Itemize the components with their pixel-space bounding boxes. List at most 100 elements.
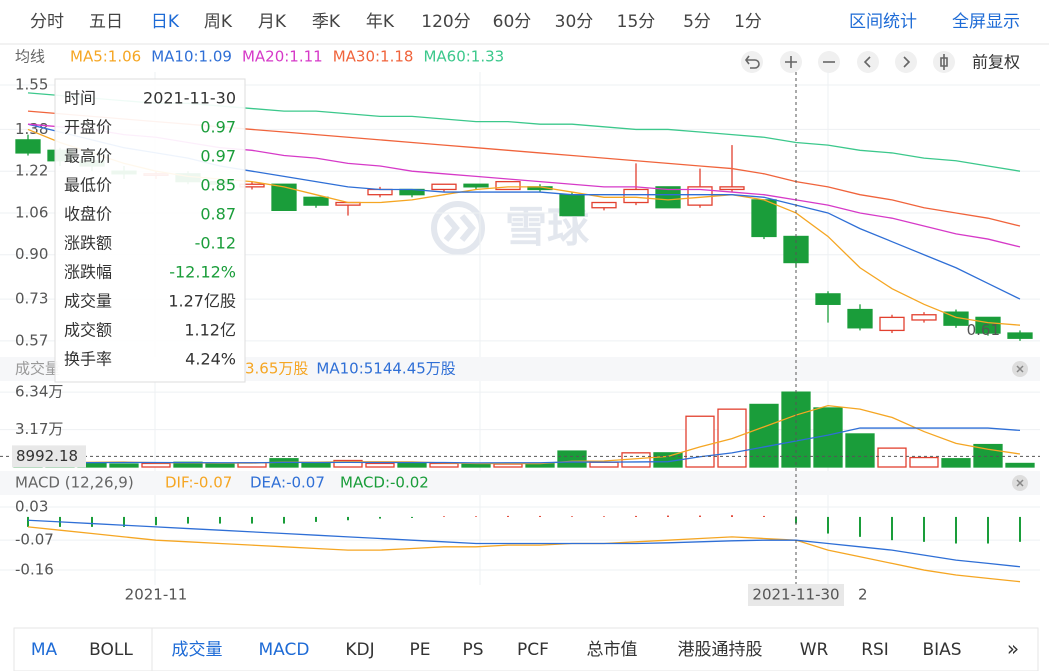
prev-icon [863, 56, 871, 68]
macd-legend: MACD:-0.02 [340, 474, 429, 492]
watermark-mark [443, 214, 476, 242]
tooltip-label: 成交额 [64, 321, 112, 340]
ma-legend: MA60:1.33 [423, 48, 504, 66]
period-tab[interactable]: 年K [366, 12, 395, 32]
indicator-tab[interactable]: BIAS [922, 640, 961, 660]
candle-body [463, 183, 489, 188]
tooltip-value: 0.87 [200, 205, 236, 224]
period-tab[interactable]: 15分 [617, 12, 656, 32]
y-tick-label: 6.34万 [15, 383, 63, 401]
candle-body [591, 201, 617, 209]
indicator-tab[interactable]: MACD [259, 640, 310, 660]
tooltip-label: 换手率 [64, 350, 112, 369]
x-tick-label: 2021-11 [125, 586, 188, 604]
indicator-tab[interactable]: PE [410, 640, 431, 660]
y-tick-label: 1.38 [15, 120, 48, 138]
tooltip-value: 0.85 [200, 176, 236, 195]
prev-button[interactable] [857, 51, 879, 73]
indicator-tab[interactable]: RSI [861, 640, 889, 660]
indicator-bar [13, 627, 1039, 671]
candle-body [879, 316, 905, 332]
volume-bar [333, 459, 363, 468]
period-tab[interactable]: 分时 [30, 12, 64, 32]
period-tab[interactable]: 日K [151, 12, 180, 32]
period-tab[interactable]: 五日 [89, 12, 123, 32]
candle-body [847, 308, 873, 329]
crosshair-y-box [12, 445, 86, 468]
top-link[interactable]: 区间统计 [849, 12, 917, 32]
zoom-in-icon [785, 56, 797, 68]
tooltip [54, 78, 246, 383]
period-tab[interactable]: 月K [258, 12, 287, 32]
close-icon [1016, 365, 1024, 373]
indicator-tab[interactable]: MA [31, 640, 58, 660]
indicator-tab[interactable]: KDJ [345, 640, 374, 660]
indicator-tab[interactable]: 港股通持股 [678, 640, 763, 660]
macd-line [27, 519, 1021, 568]
indicator-tab[interactable]: WR [800, 640, 829, 660]
volume-bar [109, 463, 139, 468]
tooltip-label: 收盘价 [64, 205, 112, 224]
indicator-tab[interactable]: 成交量 [172, 640, 223, 660]
candle-body [15, 139, 41, 154]
tooltip-label: 开盘价 [64, 118, 112, 137]
y-tick-label: 0.90 [15, 245, 48, 263]
tooltip-value: 4.24% [185, 350, 236, 369]
next-icon [903, 56, 911, 68]
crosshair-x-box [748, 584, 844, 606]
indicator-tab[interactable]: PCF [517, 640, 549, 660]
watermark-circle [431, 201, 485, 255]
volume-ma-line [27, 427, 1021, 464]
volume-bar [205, 462, 235, 468]
tooltip-label: 最高价 [64, 147, 112, 166]
y-tick-label: 1.06 [15, 203, 48, 221]
adjust-label[interactable]: 前复权 [972, 53, 1020, 72]
period-tab[interactable]: 120分 [421, 12, 470, 32]
indicator-tab[interactable]: BOLL [89, 640, 133, 660]
x-tick-label: 2 [858, 586, 868, 604]
ma-label: 均线 [15, 48, 45, 66]
tooltip-value: 0.97 [200, 118, 236, 137]
candle-body [1007, 332, 1033, 339]
indicator-more[interactable]: » [1007, 637, 1019, 661]
indicator-tab[interactable]: PS [462, 640, 483, 660]
tooltip-label: 涨跌幅 [64, 263, 112, 282]
period-tab[interactable]: 季K [312, 12, 341, 32]
volume-bar [877, 447, 907, 468]
last-price: 0.61 [967, 321, 1000, 339]
volume-bar [397, 462, 427, 468]
y-tick-label: -0.16 [15, 561, 54, 579]
next-button[interactable] [895, 51, 917, 73]
period-tab[interactable]: 5分 [683, 12, 711, 32]
tooltip-value: 0.97 [200, 147, 236, 166]
period-tab[interactable]: 1分 [734, 12, 762, 32]
tooltip-label: 成交量 [64, 292, 112, 311]
tooltip-label: 最低价 [64, 176, 112, 195]
volume-bar [557, 450, 587, 468]
y-tick-label: 0.57 [15, 331, 48, 349]
volume-bar [909, 456, 939, 468]
candle-icon [940, 54, 948, 70]
volume-bar [749, 403, 779, 468]
volume-legend: MA10:5144.45万股 [316, 360, 455, 378]
toolbar-icons[interactable] [741, 51, 955, 73]
period-tab[interactable]: 30分 [555, 12, 594, 32]
ma-legend: MA10:1.09 [151, 48, 232, 66]
y-tick-label: 1.55 [15, 76, 48, 94]
close-icon [1016, 479, 1024, 487]
undo-button[interactable] [741, 51, 763, 73]
volume-legend: 成交量 [15, 360, 60, 378]
y-tick-label: 1.22 [15, 162, 48, 180]
indicator-tab[interactable]: 总市值 [587, 640, 638, 660]
tooltip-value: 1.27亿股 [168, 292, 236, 311]
ma-legend: MA30:1.18 [333, 48, 414, 66]
tooltip-value: 2021-11-30 [143, 89, 236, 108]
period-tab[interactable]: 周K [204, 12, 233, 32]
period-tab[interactable]: 60分 [493, 12, 532, 32]
candle-body [751, 199, 777, 238]
tooltip-label: 涨跌额 [64, 234, 112, 253]
volume-bar [1005, 462, 1035, 468]
candle-body [911, 314, 937, 321]
top-link[interactable]: 全屏显示 [952, 12, 1020, 32]
